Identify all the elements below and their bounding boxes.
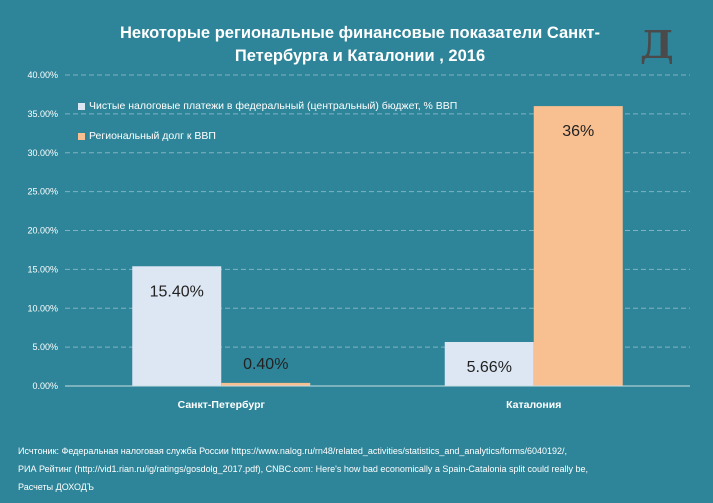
y-tick-label: 20.00%	[27, 226, 58, 236]
y-tick-label: 0.00%	[32, 381, 58, 391]
y-axis-tick-labels: 0.00% 5.00% 10.00% 15.00% 20.00% 25.00% 30.00%…	[27, 70, 58, 391]
legend-item-regional-debt: Региональный долг к ВВП	[78, 128, 457, 144]
bar-0-0	[132, 266, 222, 386]
data-label-1-0: 5.66%	[467, 359, 512, 376]
legend-label-tax-payments: Чистые налоговые платежи в федеральный (…	[89, 100, 458, 112]
chart-title-line2: Петербурга и Каталонии , 2016	[234, 47, 486, 65]
legend-item-tax-payments: Чистые налоговые платежи в федеральный (…	[78, 98, 457, 114]
y-tick-label: 5.00%	[32, 342, 58, 352]
y-tick-label: 40.00%	[27, 70, 58, 80]
data-labels: 15.40% 0.40% 5.66% 36%	[150, 123, 595, 376]
y-tick-label: 30.00%	[27, 148, 58, 158]
legend-swatch-regional-debt	[78, 132, 85, 140]
legend: Чистые налоговые платежи в федеральный (…	[78, 98, 457, 158]
bar-1-1	[533, 106, 623, 386]
legend-label-regional-debt: Региональный долг к ВВП	[89, 130, 216, 142]
category-label: Санкт-Петербург	[178, 399, 266, 411]
data-label-1-1: 36%	[562, 123, 594, 140]
y-tick-label: 25.00%	[27, 187, 58, 197]
y-tick-label: 10.00%	[27, 303, 58, 313]
category-label: Каталония	[506, 399, 561, 411]
category-labels: Санкт-Петербург Каталония	[178, 399, 562, 411]
y-tick-label: 35.00%	[27, 109, 58, 119]
bar-1-0	[444, 341, 534, 386]
dohod-logo: Д	[640, 22, 674, 67]
bars	[132, 106, 623, 386]
chart-title: Некоторые региональные финансовые показа…	[60, 22, 660, 68]
source-line-1: Исчтоник: Федеральная налоговая служба Р…	[18, 446, 567, 456]
source-line-3: Расчеты ДОХОДЪ	[18, 482, 95, 492]
y-tick-label: 15.00%	[27, 264, 58, 274]
source-note: Исчтоник: Федеральная налоговая служба Р…	[18, 442, 708, 496]
source-line-2: РИА Рейтинг (http://vid1.rian.ru/ig/rati…	[18, 464, 589, 474]
bar-0-1	[221, 382, 311, 386]
data-label-0-0: 15.40%	[150, 283, 204, 300]
chart-title-line1: Некоторые региональные финансовые показа…	[120, 24, 600, 42]
data-label-0-1: 0.40%	[243, 356, 288, 373]
legend-swatch-tax-payments	[78, 102, 85, 110]
